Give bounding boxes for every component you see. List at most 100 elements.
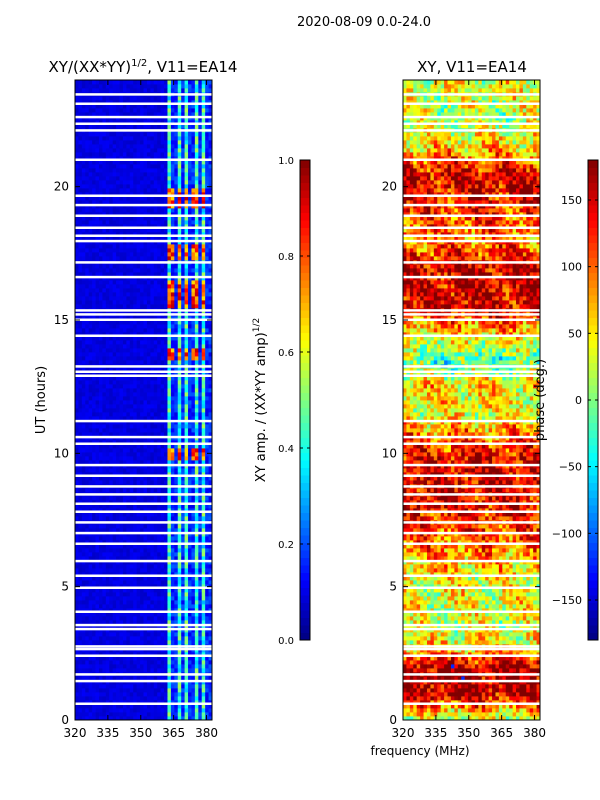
- heat-cell: [188, 328, 192, 333]
- heat-cell: [92, 476, 96, 481]
- heat-cell: [95, 556, 100, 561]
- heat-cell: [136, 496, 141, 501]
- heat-cell: [170, 220, 175, 225]
- heat-cell: [102, 552, 107, 557]
- heat-cell: [122, 360, 127, 365]
- heat-cell: [170, 372, 175, 377]
- heat-cell: [88, 544, 93, 549]
- heat-cell: [95, 572, 100, 577]
- heat-cell: [170, 296, 175, 301]
- heat-cell: [146, 660, 151, 665]
- heat-cell: [112, 452, 117, 457]
- heat-cell: [153, 500, 158, 505]
- heat-cell: [160, 412, 165, 417]
- heat-cell: [174, 652, 179, 657]
- heat-cell: [170, 476, 175, 481]
- heat-cell: [146, 708, 151, 713]
- heat-cell: [198, 228, 203, 233]
- heat-cell: [95, 232, 100, 237]
- heat-cell: [119, 324, 124, 329]
- heat-cell: [153, 604, 158, 609]
- heat-cell: [129, 468, 134, 473]
- heat-cell: [75, 264, 79, 269]
- heat-cell: [95, 428, 100, 433]
- heat-cell: [109, 652, 114, 657]
- heat-cell: [112, 460, 117, 465]
- heat-cell: [201, 456, 206, 461]
- heat-cell: [188, 252, 192, 257]
- heat-cell: [205, 288, 209, 293]
- heat-cell: [184, 616, 189, 621]
- heat-cell: [174, 432, 179, 437]
- heat-cell: [81, 652, 86, 657]
- heat-cell: [174, 664, 179, 669]
- heat-cell: [133, 220, 138, 225]
- heat-cell: [157, 284, 162, 289]
- heat-cell: [112, 220, 117, 225]
- heat-cell: [126, 524, 131, 529]
- heat-cell: [92, 284, 96, 289]
- heat-cell: [194, 576, 199, 581]
- heat-cell: [174, 632, 179, 637]
- heat-cell: [201, 576, 206, 581]
- heat-cell: [78, 716, 83, 721]
- heat-cell: [81, 480, 86, 485]
- heat-cell: [140, 684, 144, 689]
- heat-cell: [140, 568, 144, 573]
- heat-cell: [201, 448, 206, 453]
- heat-cell: [136, 564, 141, 569]
- heat-cell: [140, 636, 144, 641]
- heat-cell: [88, 344, 93, 349]
- heat-cell: [205, 400, 209, 405]
- heat-cell: [129, 608, 134, 613]
- heat-cell: [95, 664, 100, 669]
- heat-cell: [184, 600, 189, 605]
- heat-cell: [98, 236, 103, 241]
- heat-cell: [184, 460, 189, 465]
- heat-cell: [181, 244, 185, 249]
- heat-cell: [133, 296, 138, 301]
- heat-cell: [167, 400, 172, 405]
- heat-cell: [153, 468, 158, 473]
- heat-cell: [143, 428, 148, 433]
- heat-cell: [208, 496, 213, 501]
- heat-cell: [143, 284, 148, 289]
- heat-cell: [122, 380, 127, 385]
- heat-cell: [164, 344, 168, 349]
- heat-cell: [116, 332, 120, 337]
- heat-cell: [191, 496, 196, 501]
- heat-cell: [88, 272, 93, 277]
- heat-cell: [198, 664, 203, 669]
- heat-cell: [116, 292, 120, 297]
- heat-cell: [181, 236, 185, 241]
- heat-cell: [119, 604, 124, 609]
- heat-cell: [167, 576, 172, 581]
- heat-cell: [88, 380, 93, 385]
- heat-cell: [205, 688, 209, 693]
- heat-cell: [143, 380, 148, 385]
- heat-cell: [85, 248, 90, 253]
- heat-cell: [191, 544, 196, 549]
- heat-cell: [157, 504, 162, 509]
- heat-cell: [198, 572, 203, 577]
- heat-cell: [191, 404, 196, 409]
- heat-cell: [160, 400, 165, 405]
- heat-cell: [98, 452, 103, 457]
- heat-cell: [133, 236, 138, 241]
- heat-cell: [198, 352, 203, 357]
- heat-cell: [174, 228, 179, 233]
- heat-cell: [92, 568, 96, 573]
- heat-cell: [129, 500, 134, 505]
- heat-cell: [143, 252, 148, 257]
- heat-cell: [160, 288, 165, 293]
- heat-cell: [116, 472, 120, 477]
- heat-cell: [153, 320, 158, 325]
- heat-cell: [95, 616, 100, 621]
- heat-cell: [136, 244, 141, 249]
- heat-cell: [164, 440, 168, 445]
- heat-cell: [194, 360, 199, 365]
- heat-cell: [181, 496, 185, 501]
- heat-cell: [205, 580, 209, 585]
- heat-cell: [177, 344, 182, 349]
